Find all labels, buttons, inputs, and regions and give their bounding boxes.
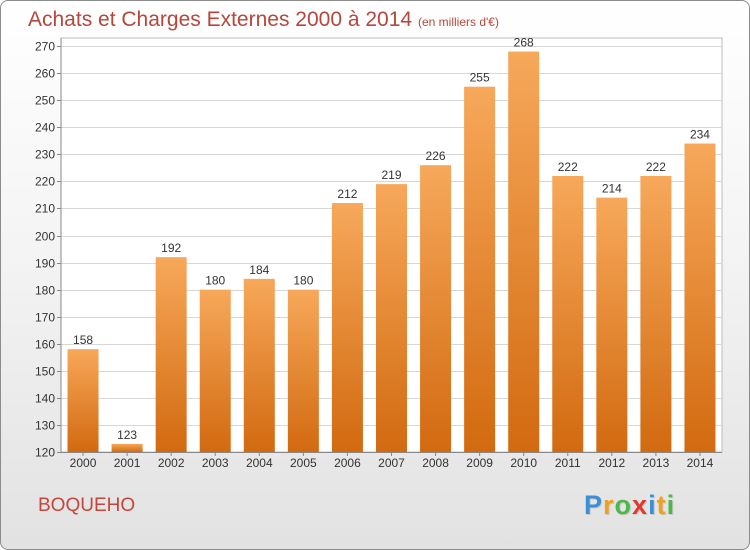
y-tick-label: 120: [35, 446, 55, 460]
x-tick-label: 2002: [158, 456, 185, 470]
bar-2010: [508, 51, 540, 452]
bar-2006: [331, 203, 363, 452]
bar-2000: [67, 349, 99, 452]
x-tick-label: 2007: [378, 456, 405, 470]
x-tick-label: 2006: [334, 456, 361, 470]
bar-2009: [464, 86, 496, 453]
logo-letter: P: [584, 490, 604, 520]
bar-2001: [111, 443, 143, 452]
data-label: 184: [249, 263, 269, 277]
data-label: 234: [690, 128, 710, 142]
bar-2007: [376, 184, 407, 452]
data-label: 180: [293, 274, 313, 288]
y-tick-label: 220: [35, 175, 55, 189]
x-tick-label: 2013: [643, 456, 670, 470]
bar-2013: [640, 176, 672, 452]
data-label: 192: [161, 241, 181, 255]
y-tick-label: 180: [35, 284, 55, 298]
data-label: 268: [514, 36, 534, 50]
bar-2008: [420, 165, 452, 453]
x-tick-label: 2004: [246, 456, 273, 470]
data-label: 226: [426, 149, 446, 163]
bar-2011: [552, 176, 584, 452]
bar-2014: [684, 143, 716, 452]
x-tick-label: 2012: [598, 456, 625, 470]
x-tick-label: 2009: [466, 456, 493, 470]
y-tick-label: 160: [35, 338, 55, 352]
y-tick-label: 190: [35, 257, 55, 271]
y-tick-label: 130: [35, 419, 55, 433]
x-tick-label: 2011: [555, 456, 581, 470]
logo-letter: i: [666, 490, 676, 520]
data-label: 123: [117, 428, 137, 442]
x-tick-label: 2014: [687, 456, 714, 470]
x-tick-label: 2008: [422, 456, 449, 470]
data-label: 158: [73, 333, 93, 347]
logo-letter: i: [648, 490, 657, 520]
chart-title: Achats et Charges Externes 2000 à 2014: [28, 8, 413, 31]
proxiti-logo: Proxiti: [584, 490, 675, 521]
bar-2004: [243, 278, 275, 452]
y-tick-label: 240: [35, 121, 55, 135]
data-label: 222: [646, 160, 666, 174]
data-label: 222: [558, 160, 578, 174]
x-tick-label: 2001: [114, 456, 141, 470]
data-label: 255: [470, 71, 490, 85]
data-label: 212: [337, 187, 357, 201]
data-label: 219: [381, 168, 401, 182]
bar-2003: [199, 289, 231, 452]
y-tick-label: 260: [35, 67, 55, 81]
chart-subtitle: (en milliers d'€): [418, 15, 499, 29]
y-tick-label: 270: [35, 40, 55, 54]
x-tick-label: 2005: [290, 456, 317, 470]
logo-letter: r: [603, 490, 615, 520]
x-tick-label: 2010: [510, 456, 537, 470]
bar-2005: [287, 289, 319, 452]
x-tick-label: 2003: [202, 456, 229, 470]
logo-letter: x: [632, 490, 649, 520]
x-tick-label: 2000: [70, 456, 97, 470]
y-tick-label: 230: [35, 148, 55, 162]
bar-2002: [155, 257, 187, 452]
y-tick-label: 200: [35, 230, 55, 244]
commune-name: BOQUEHO: [38, 495, 136, 516]
logo-letter: o: [614, 490, 633, 520]
y-tick-label: 140: [35, 392, 55, 406]
y-tick-label: 210: [35, 202, 55, 216]
bar-2012: [596, 197, 628, 452]
data-label: 180: [205, 274, 225, 288]
y-tick-label: 150: [35, 365, 55, 379]
data-label: 214: [602, 182, 622, 196]
logo-letter: t: [656, 490, 667, 520]
y-tick-label: 170: [35, 311, 55, 325]
y-tick-label: 250: [35, 94, 55, 108]
